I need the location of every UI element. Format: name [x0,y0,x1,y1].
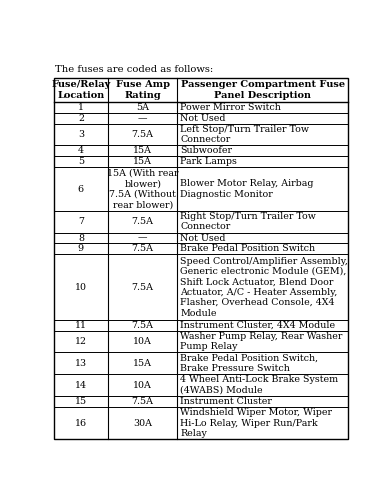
Text: 2: 2 [78,114,84,123]
Text: 4: 4 [78,146,84,155]
Text: Instrument Cluster: Instrument Cluster [180,397,272,406]
Text: 4 Wheel Anti-Lock Brake System
(4WABS) Module: 4 Wheel Anti-Lock Brake System (4WABS) M… [180,375,339,395]
Text: 7.5A: 7.5A [132,321,154,330]
Text: 30A: 30A [133,419,152,428]
Text: 15: 15 [75,397,87,406]
Text: Brake Pedal Position Switch: Brake Pedal Position Switch [180,245,316,253]
Text: Not Used: Not Used [180,234,226,243]
Text: Power Mirror Switch: Power Mirror Switch [180,103,281,112]
Text: Right Stop/Turn Trailer Tow
Connector: Right Stop/Turn Trailer Tow Connector [180,212,316,232]
Text: 7.5A: 7.5A [132,245,154,253]
Text: 15A (With rear
blower)
7.5A (Without
rear blower): 15A (With rear blower) 7.5A (Without rea… [107,169,178,209]
Text: 14: 14 [75,381,87,390]
Text: 7: 7 [78,217,84,226]
Text: 13: 13 [75,359,87,368]
Text: 7.5A: 7.5A [132,282,154,291]
Text: 5A: 5A [136,103,149,112]
Text: 16: 16 [75,419,87,428]
Text: 3: 3 [78,130,84,139]
Text: Left Stop/Turn Trailer Tow
Connector: Left Stop/Turn Trailer Tow Connector [180,125,309,144]
Text: Subwoofer: Subwoofer [180,146,232,155]
Text: 5: 5 [78,157,84,166]
Text: 10A: 10A [133,381,152,390]
Text: 10A: 10A [133,337,152,346]
Text: 10: 10 [75,282,87,291]
Text: Washer Pump Relay, Rear Washer
Pump Relay: Washer Pump Relay, Rear Washer Pump Rela… [180,332,343,351]
Text: Instrument Cluster, 4X4 Module: Instrument Cluster, 4X4 Module [180,321,336,330]
Text: 15A: 15A [133,157,152,166]
Text: 7.5A: 7.5A [132,130,154,139]
Text: Blower Motor Relay, Airbag
Diagnostic Monitor: Blower Motor Relay, Airbag Diagnostic Mo… [180,179,314,199]
Text: 6: 6 [78,185,84,194]
Text: Speed Control/Amplifier Assembly,
Generic electronic Module (GEM),
Shift Lock Ac: Speed Control/Amplifier Assembly, Generi… [180,256,348,317]
Text: Windshield Wiper Motor, Wiper
Hi-Lo Relay, Wiper Run/Park
Relay: Windshield Wiper Motor, Wiper Hi-Lo Rela… [180,408,332,438]
Text: Fuse/Relay
Location: Fuse/Relay Location [51,80,111,100]
Text: 15A: 15A [133,359,152,368]
Text: 11: 11 [75,321,87,330]
Text: Passenger Compartment Fuse
Panel Description: Passenger Compartment Fuse Panel Descrip… [181,80,345,100]
Text: 12: 12 [75,337,87,346]
Text: Brake Pedal Position Switch,
Brake Pressure Switch: Brake Pedal Position Switch, Brake Press… [180,354,319,373]
Text: Not Used: Not Used [180,114,226,123]
Text: 1: 1 [78,103,84,112]
Text: —: — [138,114,147,123]
Text: Fuse Amp
Rating: Fuse Amp Rating [116,80,170,100]
Text: The fuses are coded as follows:: The fuses are coded as follows: [55,65,214,74]
Text: —: — [138,234,147,243]
Text: 8: 8 [78,234,84,243]
Text: 9: 9 [78,245,84,253]
Text: Park Lamps: Park Lamps [180,157,237,166]
Text: 7.5A: 7.5A [132,217,154,226]
Text: 15A: 15A [133,146,152,155]
Text: 7.5A: 7.5A [132,397,154,406]
